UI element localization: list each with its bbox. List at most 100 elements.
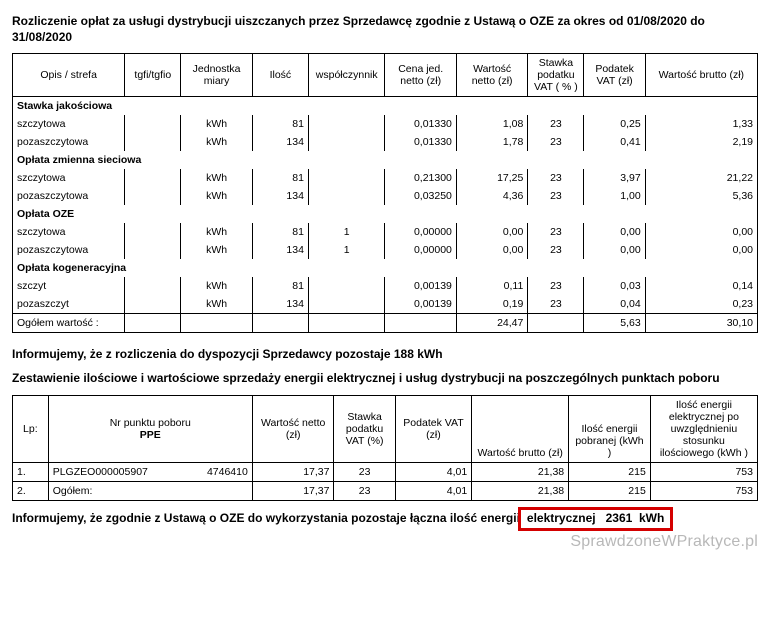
cell-wn: 4,36: [456, 187, 527, 205]
cell-opis: szczytowa: [13, 115, 125, 133]
cell-empty: [125, 314, 181, 333]
section-name: Opłata OZE: [13, 205, 758, 223]
table-row: szczytowakWh8110,000000,00230,000,00: [13, 223, 758, 241]
col-jm: Jednostka miary: [181, 54, 252, 97]
cell-vat: 0,00: [584, 223, 645, 241]
table-row: pozaszczytkWh1340,001390,19230,040,23: [13, 295, 758, 314]
cell-wsp: [308, 295, 385, 314]
section-name: Opłata zmienna sieciowa: [13, 151, 758, 169]
cell-wsp: [308, 187, 385, 205]
cell-empty: [308, 314, 385, 333]
cell-wb: 0,14: [645, 277, 757, 295]
cell-tgfi: [125, 241, 181, 259]
cell-opis: szczyt: [13, 277, 125, 295]
cell-vat: 0,25: [584, 115, 645, 133]
cell-vatp: 23: [528, 295, 584, 314]
subtitle-summary: Zestawienie ilościowe i wartościowe sprz…: [12, 371, 758, 387]
ppe-number: 4746410: [207, 466, 248, 478]
cell-tgfi: [125, 223, 181, 241]
cell-wb: 21,38: [472, 482, 569, 501]
col-wn: Wartość netto (zł): [456, 54, 527, 97]
cell-vatp: 23: [334, 482, 395, 501]
cell-vat: 1,00: [584, 187, 645, 205]
section-header-row: Opłata kogeneracyjna: [13, 259, 758, 277]
section-header-row: Opłata OZE: [13, 205, 758, 223]
cell-il1: 215: [569, 463, 651, 482]
cell-il1: 215: [569, 482, 651, 501]
cell-wb: 1,33: [645, 115, 757, 133]
cell-vat: 4,01: [395, 463, 472, 482]
cell-ilosc: 134: [252, 133, 308, 151]
cell-jm: kWh: [181, 133, 252, 151]
cell-vatp: 23: [528, 187, 584, 205]
cell-vat: 0,03: [584, 277, 645, 295]
col-vatp: Stawka podatku VAT (%): [334, 395, 395, 462]
cell-empty: [181, 314, 252, 333]
cell-vat: 0,41: [584, 133, 645, 151]
cell-cena: 0,21300: [385, 169, 456, 187]
cell-opis: pozaszczyt: [13, 295, 125, 314]
section-header-row: Stawka jakościowa: [13, 97, 758, 116]
cell-vat: 4,01: [395, 482, 472, 501]
cell-vatp: 23: [528, 223, 584, 241]
page-title: Rozliczenie opłat za usługi dystrybucji …: [12, 14, 758, 45]
col-ppe-line2: PPE: [53, 429, 248, 441]
table-header-row: Lp: Nr punktu poboru PPE Wartość netto (…: [13, 395, 758, 462]
cell-cena: 0,01330: [385, 115, 456, 133]
col-wb: Wartość brutto (zł): [472, 395, 569, 462]
col-vatp: Stawka podatku VAT ( % ): [528, 54, 584, 97]
col-vat: Podatek VAT (zł): [584, 54, 645, 97]
cell-vatp: 23: [334, 463, 395, 482]
cell-ilosc: 81: [252, 277, 308, 295]
cell-wsp: [308, 115, 385, 133]
cell-jm: kWh: [181, 115, 252, 133]
summary-table: Lp: Nr punktu poboru PPE Wartość netto (…: [12, 395, 758, 501]
table-row: szczytowakWh810,2130017,25233,9721,22: [13, 169, 758, 187]
col-wsp: współczynnik: [308, 54, 385, 97]
cell-wsp: [308, 133, 385, 151]
cell-vatp: 23: [528, 133, 584, 151]
cell-ilosc: 81: [252, 169, 308, 187]
cell-wb: 0,00: [645, 223, 757, 241]
cell-wb: 0,23: [645, 295, 757, 314]
footer-pre-text: Informujemy, że zgodnie z Ustawą o OZE d…: [12, 511, 520, 525]
cell-tgfi: [125, 169, 181, 187]
ppe-code: PLGZEO000005907: [53, 466, 148, 478]
cell-wb: 2,19: [645, 133, 757, 151]
cell-total-label: Ogółem wartość :: [13, 314, 125, 333]
cell-empty: [528, 314, 584, 333]
cell-opis: szczytowa: [13, 223, 125, 241]
table-row: 2.Ogółem:17,37234,0121,38215753: [13, 482, 758, 501]
cell-jm: kWh: [181, 295, 252, 314]
cell-vat: 0,00: [584, 241, 645, 259]
total-row: Ogółem wartość :24,475,6330,10: [13, 314, 758, 333]
cell-vatp: 23: [528, 115, 584, 133]
cell-cena: 0,00139: [385, 277, 456, 295]
cell-wn: 0,00: [456, 241, 527, 259]
table-row: pozaszczytowakWh1340,032504,36231,005,36: [13, 187, 758, 205]
section-header-row: Opłata zmienna sieciowa: [13, 151, 758, 169]
cell-ppe: PLGZEO000005907 4746410: [48, 463, 252, 482]
cell-wb: 5,36: [645, 187, 757, 205]
cell-jm: kWh: [181, 169, 252, 187]
info-remaining-kwh: Informujemy, że z rozliczenia do dyspozy…: [12, 347, 758, 361]
table-row: szczytowakWh810,013301,08230,251,33: [13, 115, 758, 133]
cell-wsp: 1: [308, 241, 385, 259]
distribution-fees-table: Opis / strefa tgfi/tgfio Jednostka miary…: [12, 53, 758, 333]
cell-cena: 0,01330: [385, 133, 456, 151]
table-row: pozaszczytowakWh13410,000000,00230,000,0…: [13, 241, 758, 259]
cell-tgfi: [125, 277, 181, 295]
cell-ilosc: 134: [252, 187, 308, 205]
col-opis: Opis / strefa: [13, 54, 125, 97]
table-row: szczytkWh810,001390,11230,030,14: [13, 277, 758, 295]
cell-il2: 753: [650, 482, 757, 501]
watermark: SprawdzoneWPraktyce.pl: [12, 533, 758, 551]
cell-cena: 0,00139: [385, 295, 456, 314]
cell-lp: 1.: [13, 463, 49, 482]
ppe-code: Ogółem:: [53, 485, 93, 497]
col-wn: Wartość netto (zł): [252, 395, 334, 462]
cell-total-wb: 30,10: [645, 314, 757, 333]
cell-wsp: [308, 277, 385, 295]
cell-cena: 0,03250: [385, 187, 456, 205]
table-row: pozaszczytowakWh1340,013301,78230,412,19: [13, 133, 758, 151]
